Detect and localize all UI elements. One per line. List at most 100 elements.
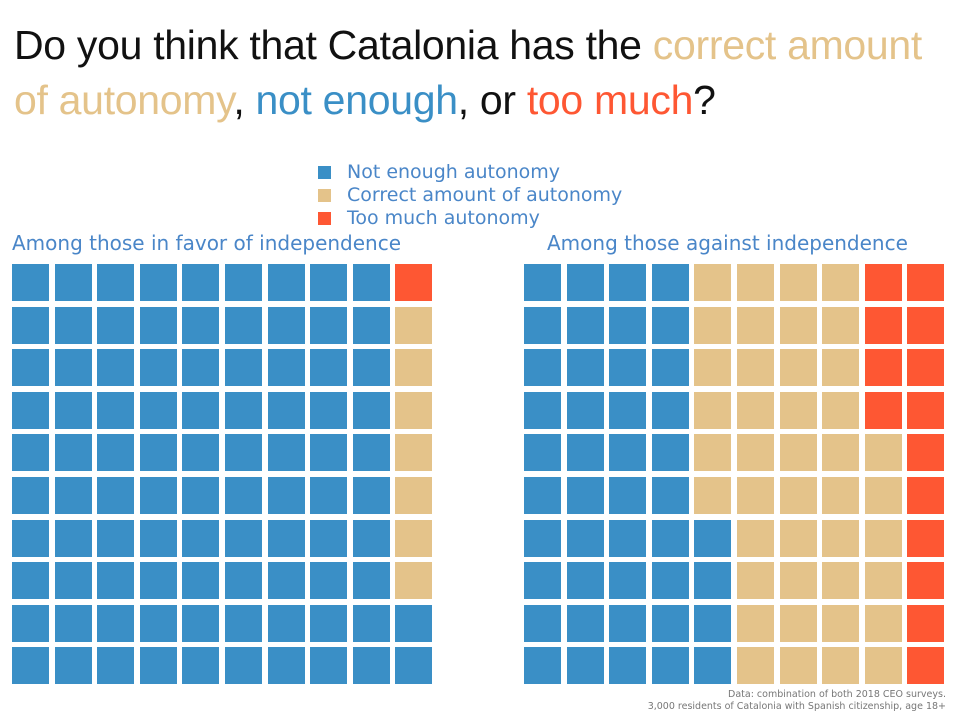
waffle-cell-not-enough — [651, 264, 689, 301]
waffle-cell-not-enough — [182, 647, 220, 685]
waffle-cell-not-enough — [12, 349, 49, 387]
waffle-cell-correct — [822, 477, 860, 514]
waffle-cell-not-enough — [225, 434, 262, 472]
waffle-cell-too-much — [864, 391, 902, 429]
waffle-cell-not-enough — [267, 647, 305, 685]
waffle-cell-not-enough — [267, 306, 305, 344]
waffle-cell-not-enough — [225, 562, 262, 600]
waffle-cell-not-enough — [310, 306, 348, 344]
legend-swatch — [318, 212, 331, 225]
waffle-cell-not-enough — [352, 391, 390, 429]
waffle-cell-correct — [864, 562, 902, 600]
waffle-cell-not-enough — [352, 264, 390, 301]
waffle-cell-not-enough — [352, 647, 390, 685]
waffle-cell-too-much — [907, 477, 945, 514]
waffle-cell-not-enough — [139, 604, 177, 642]
waffle-cell-correct — [737, 264, 774, 301]
waffle-cell-not-enough — [566, 604, 604, 642]
waffle-cell-not-enough — [225, 604, 262, 642]
waffle-cell-not-enough — [352, 434, 390, 472]
waffle-cell-correct — [694, 349, 732, 387]
waffle-cell-not-enough — [566, 306, 604, 344]
waffle-cell-correct — [395, 391, 433, 429]
waffle-cell-not-enough — [54, 519, 92, 557]
waffle-cell-not-enough — [225, 349, 262, 387]
waffle-cell-not-enough — [310, 562, 348, 600]
waffle-cell-correct — [737, 434, 774, 472]
legend: Not enough autonomy Correct amount of au… — [318, 161, 622, 230]
waffle-cell-not-enough — [267, 349, 305, 387]
waffle-cell-not-enough — [54, 604, 92, 642]
waffle-cell-correct — [779, 604, 817, 642]
title-end: ? — [693, 77, 716, 123]
waffle-cell-not-enough — [524, 519, 561, 557]
waffle-cell-correct — [864, 434, 902, 472]
waffle-cell-not-enough — [609, 264, 647, 301]
waffle-cell-not-enough — [524, 306, 561, 344]
waffle-cell-not-enough — [12, 519, 49, 557]
waffle-cell-not-enough — [225, 519, 262, 557]
waffle-cell-correct — [779, 562, 817, 600]
waffle-cell-not-enough — [651, 306, 689, 344]
waffle-cell-not-enough — [139, 349, 177, 387]
waffle-cell-too-much — [907, 604, 945, 642]
waffle-cell-correct — [694, 477, 732, 514]
waffle-cell-correct — [395, 519, 433, 557]
waffle-cell-too-much — [907, 391, 945, 429]
waffle-cell-correct — [864, 477, 902, 514]
waffle-cell-not-enough — [182, 264, 220, 301]
waffle-cell-correct — [822, 562, 860, 600]
waffle-cell-not-enough — [524, 477, 561, 514]
waffle-cell-correct — [395, 477, 433, 514]
waffle-cell-not-enough — [651, 604, 689, 642]
waffle-cell-not-enough — [139, 434, 177, 472]
waffle-cell-not-enough — [310, 477, 348, 514]
waffle-cell-correct — [779, 519, 817, 557]
waffle-cell-not-enough — [566, 477, 604, 514]
waffle-cell-correct — [822, 647, 860, 685]
waffle-cell-correct — [395, 434, 433, 472]
waffle-cell-not-enough — [12, 477, 49, 514]
waffle-cell-not-enough — [352, 604, 390, 642]
waffle-cell-too-much — [907, 519, 945, 557]
waffle-cell-not-enough — [310, 647, 348, 685]
waffle-cell-not-enough — [139, 562, 177, 600]
chart-title: Do you think that Catalonia has the corr… — [14, 18, 954, 128]
waffle-against — [524, 264, 950, 690]
waffle-cell-not-enough — [566, 647, 604, 685]
waffle-cell-correct — [779, 477, 817, 514]
waffle-cell-not-enough — [651, 519, 689, 557]
waffle-cell-not-enough — [609, 519, 647, 557]
waffle-cell-not-enough — [267, 562, 305, 600]
waffle-cell-correct — [779, 349, 817, 387]
source-note: Data: combination of both 2018 CEO surve… — [648, 689, 946, 713]
waffle-cell-not-enough — [54, 562, 92, 600]
waffle-cell-not-enough — [182, 604, 220, 642]
waffle-cell-correct — [694, 391, 732, 429]
waffle-cell-not-enough — [97, 519, 135, 557]
waffle-cell-not-enough — [352, 562, 390, 600]
waffle-cell-not-enough — [225, 647, 262, 685]
waffle-cell-correct — [822, 264, 860, 301]
waffle-cell-not-enough — [651, 477, 689, 514]
legend-item-correct: Correct amount of autonomy — [318, 184, 622, 207]
waffle-cell-not-enough — [609, 477, 647, 514]
title-correct: correct amount of autonomy — [14, 22, 923, 123]
waffle-cell-not-enough — [12, 264, 49, 301]
waffle-cell-not-enough — [182, 434, 220, 472]
title-not-enough: not enough — [255, 77, 459, 123]
waffle-cell-too-much — [864, 264, 902, 301]
waffle-cell-not-enough — [524, 647, 561, 685]
waffle-cell-not-enough — [225, 306, 262, 344]
waffle-cell-not-enough — [182, 349, 220, 387]
waffle-cell-correct — [737, 477, 774, 514]
waffle-cell-correct — [395, 349, 433, 387]
waffle-cell-too-much — [907, 562, 945, 600]
source-line: Data: combination of both 2018 CEO surve… — [728, 689, 946, 700]
waffle-cell-not-enough — [609, 349, 647, 387]
waffle-cell-correct — [864, 647, 902, 685]
waffle-cell-not-enough — [395, 647, 433, 685]
waffle-cell-not-enough — [524, 349, 561, 387]
waffle-cell-not-enough — [54, 306, 92, 344]
waffle-cell-not-enough — [609, 306, 647, 344]
